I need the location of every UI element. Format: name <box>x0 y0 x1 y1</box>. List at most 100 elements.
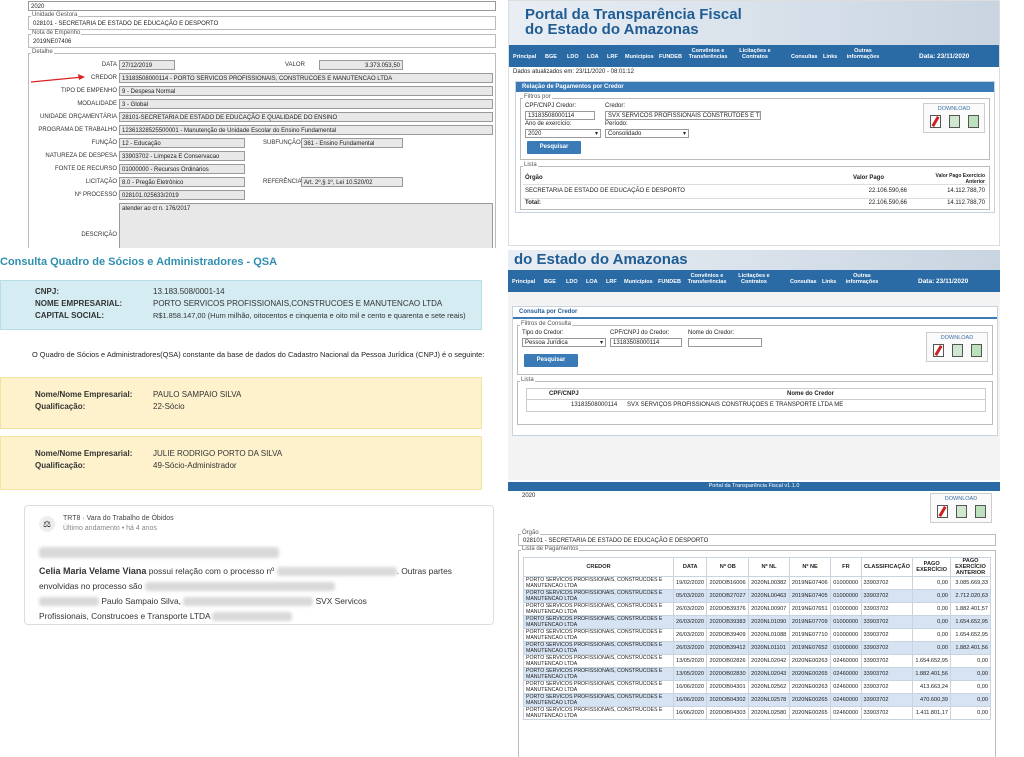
cpf-input[interactable]: 13183508000114 <box>610 338 682 347</box>
nav-loa[interactable]: LOA <box>586 279 598 285</box>
csv-icon[interactable] <box>949 115 960 128</box>
table-cell: 2020NE00263 <box>788 654 832 668</box>
table-cell: 1.882.401,56 <box>950 641 991 655</box>
nav-ldo[interactable]: LDO <box>566 279 578 285</box>
nav-links[interactable]: Links <box>822 279 837 285</box>
subfuncao-field: 361 - Ensino Fundamental <box>301 138 403 148</box>
pdf-icon[interactable] <box>930 115 941 128</box>
modalidade-field: 3 - Global <box>119 99 493 109</box>
nav-ldo[interactable]: LDO <box>567 54 579 60</box>
pagamentos-credor-panel: Portal da Transparência Fiscal do Estado … <box>508 0 1000 246</box>
table-row: PORTO SERVICOS PROFISSIONAIS, CONSTRUCOE… <box>523 576 991 590</box>
credor-input[interactable]: SVX SERVICOS PROFISSIONAIS CONSTRUTOES E… <box>605 111 761 120</box>
pdf-icon[interactable] <box>937 505 948 518</box>
nav-fundeb[interactable]: FUNDEB <box>658 279 681 285</box>
cpf-input[interactable]: 13183508000114 <box>525 111 595 120</box>
section-title: Relação de Pagamentos por Credor <box>516 82 994 92</box>
chevron-down-icon: ▾ <box>682 131 686 137</box>
table-cell: 2020NL00382 <box>748 576 790 590</box>
row-orgao: SECRETARIA DE ESTADO DE EDUCAÇÃO E DESPO… <box>525 188 685 194</box>
th-pago: PAGO EXERCÍCIO <box>912 557 951 577</box>
nav-outras[interactable]: Outras informações <box>845 273 879 285</box>
nav-licitacoes[interactable]: Licitações e Contratos <box>739 48 771 60</box>
excel-icon[interactable] <box>975 505 986 518</box>
list-header: CPF/CNPJ Nome do Credor <box>526 388 986 400</box>
nav-lrf[interactable]: LRF <box>607 54 618 60</box>
table-cell: 2019NE07709 <box>788 615 832 629</box>
nav-principal[interactable]: Principal <box>512 279 536 285</box>
table-cell: PORTO SERVICOS PROFISSIONAIS, CONSTRUCOE… <box>523 628 674 642</box>
list-item[interactable]: 13183508000114 SVX SERVIÇOS PROFISSIONAI… <box>526 400 986 412</box>
periodo-select[interactable]: Consolidado ▾ <box>605 129 689 138</box>
th-ob: Nº OB <box>706 557 750 577</box>
pesquisar-button[interactable]: Pesquisar <box>527 141 581 154</box>
legend: Nota de Empenho <box>31 30 82 36</box>
source-text: TRT8 · Vara do Trabalho de Óbidos <box>63 515 174 522</box>
table-cell: 2019NE07651 <box>788 602 832 616</box>
nav-municipios[interactable]: Municípios <box>624 279 653 285</box>
nav-municipios[interactable]: Municípios <box>625 54 654 60</box>
process-card[interactable]: ⚖ TRT8 · Vara do Trabalho de Óbidos Últi… <box>24 505 494 625</box>
table-cell: PORTO SERVICOS PROFISSIONAIS, CONSTRUCOE… <box>523 615 674 629</box>
table-cell: 2020OB39409 <box>706 628 750 642</box>
nav-bge[interactable]: BGE <box>544 279 556 285</box>
table-row: PORTO SERVICOS PROFISSIONAIS, CONSTRUCOE… <box>523 628 991 642</box>
consulta-box: Consulta por Credor Filtros de Consulta … <box>512 306 998 436</box>
table-cell: 3.085.669,33 <box>950 576 991 590</box>
descricao-field: atender ao ct n. 176/2017 <box>119 203 493 248</box>
nav-links[interactable]: Links <box>823 54 838 60</box>
nav-licitacoes[interactable]: Licitações e Contratos <box>738 273 770 285</box>
socio-nome-label: Nome/Nome Empresarial: <box>35 449 133 458</box>
table-cell: 2020OB04302 <box>706 693 750 707</box>
pesquisar-button[interactable]: Pesquisar <box>524 354 578 367</box>
table-cell: 2020NL01101 <box>748 641 790 655</box>
csv-icon[interactable] <box>956 505 967 518</box>
nav-convenios[interactable]: Convênios e Transferências <box>688 48 728 60</box>
portal-nav: Principal BGE LDO LOA LRF Municípios FUN… <box>508 270 1000 292</box>
nome-label: Nome do Credor: <box>688 330 735 336</box>
table-cell: 33903702 <box>860 628 914 642</box>
table-cell: 2020OB39376 <box>706 602 750 616</box>
table-cell: 2020OB02830 <box>706 667 750 681</box>
download-box: DOWNLOAD <box>930 493 992 523</box>
table-row: PORTO SERVICOS PROFISSIONAIS, CONSTRUCOE… <box>523 589 991 603</box>
nome-label: NOME EMPRESARIAL: <box>35 299 123 308</box>
col-cpf: CPF/CNPJ <box>549 391 579 397</box>
th-credor: CREDOR <box>523 557 674 577</box>
table-row: PORTO SERVICOS PROFISSIONAIS, CONSTRUCOE… <box>523 667 991 681</box>
nav-fundeb[interactable]: FUNDEB <box>659 54 682 60</box>
th-ne: Nº NE <box>788 557 832 577</box>
download-box: DOWNLOAD <box>923 103 985 133</box>
year-field: 2020 <box>28 1 496 11</box>
nav-consultas[interactable]: Consultas <box>791 54 818 60</box>
excel-icon[interactable] <box>971 344 982 357</box>
referencia-field: Art. 2º,§ 1º, Lei 10.520/02 <box>301 177 403 187</box>
nota-empenho-fieldset: Nota de Empenho 2019NE07406 <box>28 30 496 48</box>
nav-principal[interactable]: Principal <box>513 54 537 60</box>
table-cell: 02460000 <box>830 654 862 668</box>
table-cell: 2020NE00265 <box>788 667 832 681</box>
nav-consultas[interactable]: Consultas <box>790 279 817 285</box>
tipo-select[interactable]: Pessoa Jurídica ▾ <box>522 338 606 347</box>
table-cell: 0,00 <box>912 576 951 590</box>
data-field: 27/12/2019 <box>119 60 175 70</box>
ano-select[interactable]: 2020 ▾ <box>525 129 601 138</box>
nome-input[interactable] <box>688 338 762 347</box>
uo-field: 28101-SECRETARIA DE ESTADO DE EDUCAÇÃO E… <box>119 112 493 122</box>
excel-icon[interactable] <box>968 115 979 128</box>
row-ant: 14.112.788,70 <box>947 188 985 194</box>
descricao-label: DESCRIÇÃO <box>81 232 117 238</box>
table-cell: PORTO SERVICOS PROFISSIONAIS, CONSTRUCOE… <box>523 641 674 655</box>
nav-lrf[interactable]: LRF <box>606 279 617 285</box>
csv-icon[interactable] <box>952 344 963 357</box>
socio-qual: 22-Sócio <box>153 402 185 411</box>
nav-convenios[interactable]: Convênios e Transferências <box>687 273 727 285</box>
table-cell: 2020OB39412 <box>706 641 750 655</box>
nav-bge[interactable]: BGE <box>545 54 557 60</box>
fonte-label: FONTE DE RECURSO <box>54 166 117 172</box>
table-cell: 2020OB04303 <box>706 706 750 720</box>
pdf-icon[interactable] <box>933 344 944 357</box>
nav-outras[interactable]: Outras informações <box>846 48 880 60</box>
red-arrow-icon <box>30 74 85 83</box>
nav-loa[interactable]: LOA <box>587 54 599 60</box>
